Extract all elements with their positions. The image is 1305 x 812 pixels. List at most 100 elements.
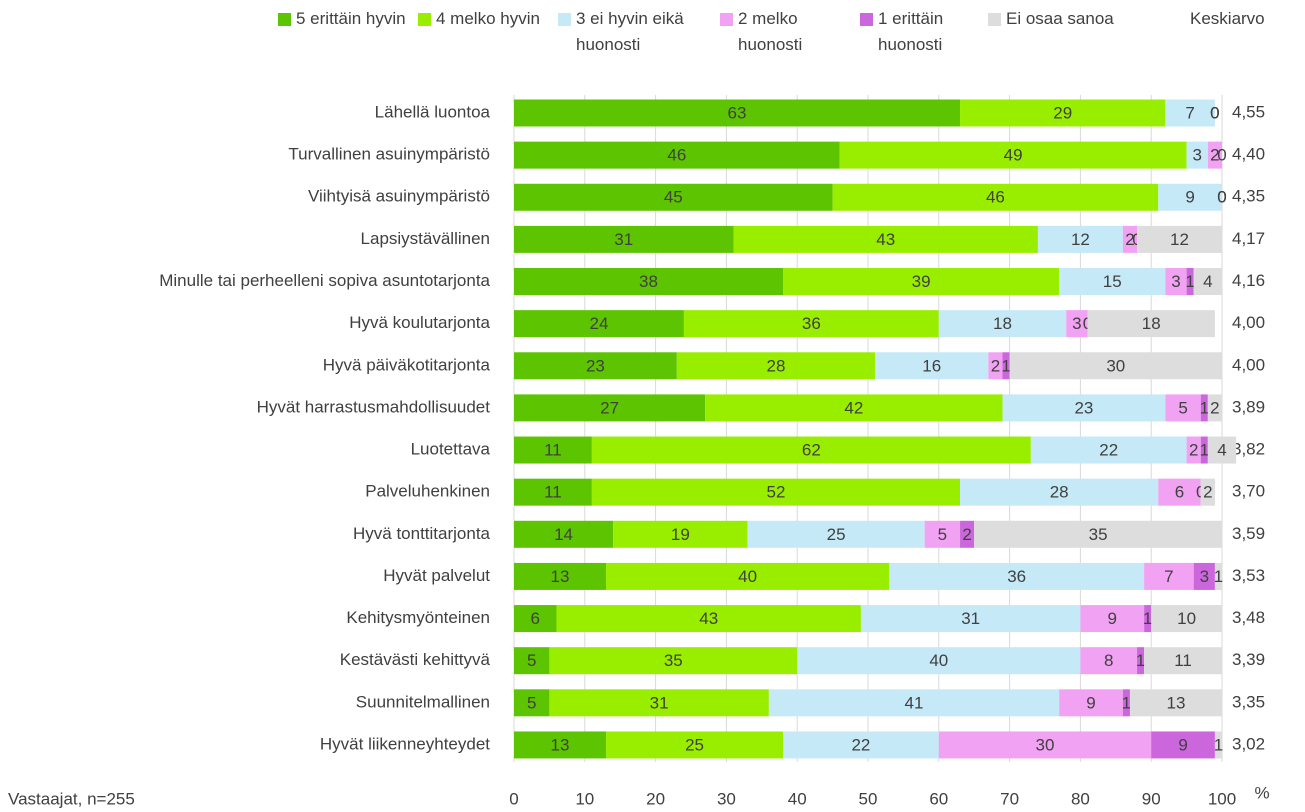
bar-segment <box>1080 647 1138 675</box>
data-label: 31 <box>650 693 669 712</box>
bar-segment <box>606 731 784 759</box>
data-label: 1 <box>1200 441 1209 460</box>
data-label: 49 <box>1004 146 1023 165</box>
category-label: Lähellä luontoa <box>375 102 491 121</box>
mean-label: 3,48 <box>1232 608 1265 627</box>
data-label: 46 <box>667 146 686 165</box>
bar-segment <box>1059 268 1166 296</box>
data-label: 10 <box>1177 609 1196 628</box>
data-label: 41 <box>905 693 924 712</box>
x-tick-label: 80 <box>1071 789 1090 808</box>
bar-segment <box>514 225 734 253</box>
bar-segment <box>1200 478 1215 506</box>
data-label: 5 <box>1178 398 1187 417</box>
data-label: 5 <box>938 525 947 544</box>
data-label: 13 <box>551 735 570 754</box>
bar-segment <box>1066 310 1088 338</box>
bar-segment <box>768 689 1060 717</box>
data-label: 24 <box>589 314 608 333</box>
data-label: 31 <box>614 230 633 249</box>
bar-segment <box>514 394 706 422</box>
x-tick-label: 60 <box>929 789 948 808</box>
legend-item: 2 melko huonosti <box>720 6 866 58</box>
bar-segment <box>1144 562 1194 590</box>
data-label: 31 <box>961 609 980 628</box>
bar-segment <box>1030 436 1187 464</box>
bar-segment <box>683 310 939 338</box>
data-label: 38 <box>639 272 658 291</box>
bar-segment <box>705 394 1003 422</box>
data-label: 14 <box>554 525 573 544</box>
mean-label: 4,40 <box>1232 145 1265 164</box>
data-label: 0 <box>1217 146 1226 165</box>
category-label: Turvallinen asuinympäristö <box>288 145 490 164</box>
x-tick-label: 70 <box>1000 789 1019 808</box>
bar-segment <box>960 520 975 548</box>
bar-segment <box>938 310 1067 338</box>
mean-label: 4,00 <box>1232 355 1265 374</box>
bar-segment <box>1002 352 1010 380</box>
mean-label: 4,16 <box>1232 271 1265 290</box>
mean-label: 3,82 <box>1232 440 1265 459</box>
data-label: 1 <box>1214 735 1223 754</box>
data-label: 9 <box>1086 693 1095 712</box>
x-tick-label: 90 <box>1142 789 1161 808</box>
bar-segment <box>1165 99 1215 127</box>
bar-segment <box>1158 183 1222 211</box>
bar-segment <box>1200 436 1208 464</box>
mean-label: 3,35 <box>1232 692 1265 711</box>
bar-segment <box>960 99 1166 127</box>
bar-segment <box>613 520 748 548</box>
bar-segment <box>1158 478 1201 506</box>
bar-segment <box>1200 394 1208 422</box>
data-label: 1 <box>1214 567 1223 586</box>
bar-segment <box>1186 268 1194 296</box>
data-label: 36 <box>802 314 821 333</box>
bar-segment <box>514 605 557 633</box>
bar-segment <box>1186 141 1208 169</box>
data-label: 23 <box>586 356 605 375</box>
legend-swatch <box>278 13 291 26</box>
data-label: 35 <box>664 651 683 670</box>
bar-segment <box>924 520 961 548</box>
bar-segment <box>514 689 550 717</box>
bar-segment <box>783 731 939 759</box>
data-label: 45 <box>664 188 683 207</box>
data-label: 1 <box>1200 398 1209 417</box>
x-tick-label: 40 <box>788 789 807 808</box>
data-label: 1 <box>1185 272 1194 291</box>
mean-label: 3,02 <box>1232 734 1265 753</box>
legend-label: 5 erittäin hyvin <box>296 9 406 28</box>
data-label: 18 <box>993 314 1012 333</box>
category-label: Hyvät liikenneyhteydet <box>320 734 490 753</box>
bar-segment <box>514 99 961 127</box>
x-tick-label: 50 <box>859 789 878 808</box>
data-label: 0 <box>1217 188 1226 207</box>
legend-swatch <box>860 13 873 26</box>
bar-segment <box>733 225 1038 253</box>
x-unit: % <box>1254 783 1269 802</box>
bar-segment <box>1214 562 1222 590</box>
data-label: 43 <box>699 609 718 628</box>
bar-segment <box>514 647 550 675</box>
data-label: 4 <box>1203 272 1212 291</box>
data-label: 18 <box>1142 314 1161 333</box>
mean-label: 3,53 <box>1232 566 1265 585</box>
bar-segment <box>514 268 784 296</box>
bar-segment <box>606 562 890 590</box>
data-label: 42 <box>844 398 863 417</box>
category-label: Kehitysmyönteinen <box>346 608 490 627</box>
bar-segment <box>676 352 876 380</box>
data-label: 3 <box>1072 314 1081 333</box>
mean-label: 3,39 <box>1232 650 1265 669</box>
bar-segment <box>889 562 1145 590</box>
bar-segment <box>1151 731 1215 759</box>
category-label: Hyvä tonttitarjonta <box>353 524 491 543</box>
data-label: 40 <box>738 567 757 586</box>
legend-label: Ei osaa sanoa <box>1006 9 1114 28</box>
data-label: 13 <box>1167 693 1186 712</box>
bar-segment <box>1186 436 1201 464</box>
bar-segment <box>938 731 1152 759</box>
